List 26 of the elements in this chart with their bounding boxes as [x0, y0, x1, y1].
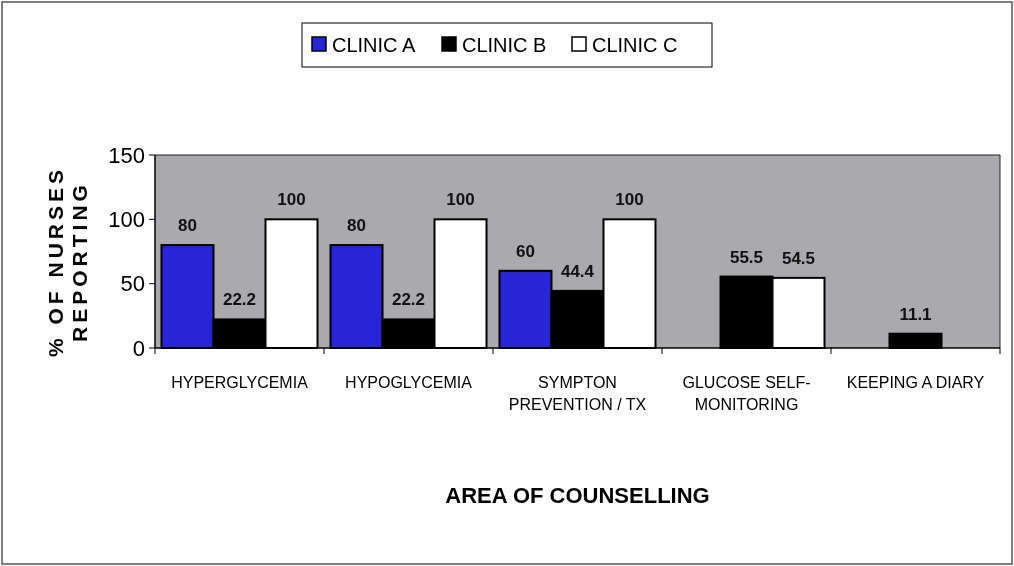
data-label: 54.5 [781, 248, 816, 268]
data-label: 11.1 [899, 304, 932, 324]
data-label: 22.2 [222, 290, 257, 310]
x-tick-label: GLUCOSE SELF-MONITORING [682, 374, 811, 413]
y-axis-title: % OF NURSES REPORTING [44, 165, 91, 358]
data-label: 80 [347, 216, 366, 236]
data-label: 22.2 [391, 290, 426, 310]
y-tick-label: 150 [108, 142, 145, 168]
y-tick-label: 50 [120, 271, 145, 297]
data-label: 80 [178, 216, 197, 236]
data-label: 100 [277, 190, 306, 210]
x-tick-label: SYMPTON PREVENTION / TX [508, 374, 647, 413]
data-label: 100 [446, 190, 475, 210]
legend-label: CLINIC B [462, 34, 547, 56]
x-tick-label: KEEPING A DIARY [846, 374, 985, 391]
data-label: 100 [615, 190, 644, 210]
data-label: 55.5 [729, 247, 764, 267]
legend-label: CLINIC C [592, 34, 678, 56]
legend-label: CLINIC A [332, 34, 417, 56]
y-tick-label: 100 [108, 207, 145, 233]
y-tick-label: 0 [132, 335, 145, 361]
data-label: 60 [516, 241, 535, 261]
x-tick-label: HYPOGLYCEMIA [345, 374, 473, 391]
x-axis-title: AREA OF COUNSELLING [445, 483, 710, 508]
data-label: 44.4 [560, 261, 595, 281]
x-tick-label: HYPERGLYCEMIA [171, 374, 309, 391]
